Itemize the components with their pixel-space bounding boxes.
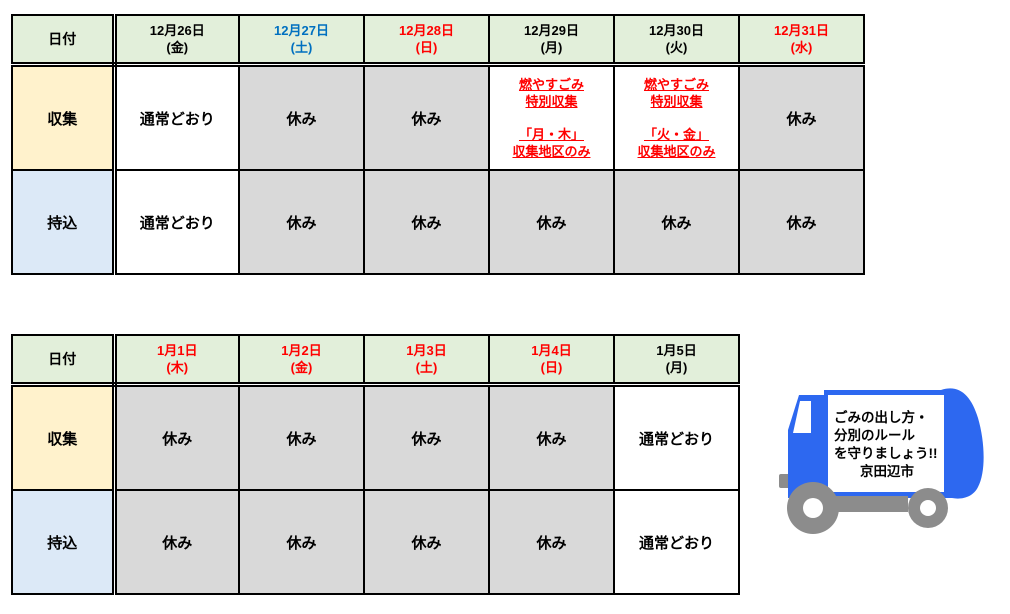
date-header-dec29: 12月29日 (月) xyxy=(488,14,615,67)
date-header-jan3: 1月3日 (土) xyxy=(363,334,490,387)
special-line: 特別収集 xyxy=(525,94,578,109)
weekday-text: (日) xyxy=(540,360,563,375)
garbage-truck-illustration: ごみの出し方・ 分別のルール を守りましょう!! 京田辺市 xyxy=(778,386,990,538)
schedule-cell: 休み xyxy=(113,383,240,491)
dropoff-row: 持込 休み 休み 休み 休み 通常どおり xyxy=(11,489,740,595)
schedule-cell: 通常どおり xyxy=(113,63,240,171)
collection-row-label: 収集 xyxy=(11,63,117,171)
weekday-text: (月) xyxy=(665,360,688,375)
special-collection-cell: 燃やすごみ 特別収集 「月・木」 収集地区のみ xyxy=(488,63,615,171)
special-line: 「火・金」 xyxy=(643,127,709,142)
date-header-dec28: 12月28日 (日) xyxy=(363,14,490,67)
truck-message-city: 京田辺市 xyxy=(860,464,914,479)
truck-message-line: を守りましょう!! xyxy=(834,446,938,461)
date-header-row: 日付 12月26日 (金) 12月27日 (土) 12月28日 (日) 12月29日 (… xyxy=(11,14,865,67)
date-header-dec30: 12月30日 (火) xyxy=(613,14,740,67)
special-line: 燃やすごみ xyxy=(643,77,709,92)
weekday-text: (土) xyxy=(415,360,438,375)
truck-message: ごみの出し方・ 分別のルール を守りましょう!! 京田辺市 xyxy=(834,409,940,481)
collection-row: 収集 通常どおり 休み 休み 燃やすごみ 特別収集 「月・木」 収集地区のみ 燃… xyxy=(11,63,865,171)
schedule-cell: 休み xyxy=(738,63,865,171)
schedule-cell: 通常どおり xyxy=(613,383,740,491)
weekday-text: (金) xyxy=(290,360,313,375)
date-text: 1月4日 xyxy=(531,343,572,358)
schedule-cell: 休み xyxy=(363,63,490,171)
front-wheel-hub xyxy=(803,498,823,518)
weekday-text: (火) xyxy=(665,40,688,55)
special-line: 特別収集 xyxy=(650,94,703,109)
weekday-text: (土) xyxy=(290,40,313,55)
weekday-text: (水) xyxy=(790,40,813,55)
date-text: 12月27日 xyxy=(274,23,329,38)
weekday-text: (木) xyxy=(166,360,189,375)
schedule-cell: 休み xyxy=(488,489,615,595)
truck-panel xyxy=(828,395,944,492)
schedule-cell: 休み xyxy=(738,169,865,275)
date-header-row: 日付 1月1日 (木) 1月2日 (金) 1月3日 (土) 1月4日 (日) 1月5日 (… xyxy=(11,334,740,387)
date-corner-cell: 日付 xyxy=(11,334,117,387)
schedule-cell: 通常どおり xyxy=(113,169,240,275)
date-header-dec31: 12月31日 (水) xyxy=(738,14,865,67)
schedule-cell: 休み xyxy=(238,169,365,275)
date-header-jan4: 1月4日 (日) xyxy=(488,334,615,387)
truck-window xyxy=(793,401,811,433)
dropoff-row-label: 持込 xyxy=(11,489,117,595)
collection-row-label: 収集 xyxy=(11,383,117,491)
schedule-cell: 休み xyxy=(238,63,365,171)
collection-row: 収集 休み 休み 休み 休み 通常どおり xyxy=(11,383,740,491)
date-header-jan1: 1月1日 (木) xyxy=(113,334,240,387)
special-line: 収集地区のみ xyxy=(512,144,591,159)
date-text: 1月3日 xyxy=(406,343,447,358)
schedule-cell: 休み xyxy=(488,383,615,491)
date-text: 12月30日 xyxy=(649,23,704,38)
date-corner-cell: 日付 xyxy=(11,14,117,67)
weekday-text: (日) xyxy=(415,40,438,55)
schedule-cell: 休み xyxy=(363,383,490,491)
schedule-cell: 休み xyxy=(488,169,615,275)
weekday-text: (金) xyxy=(166,40,189,55)
spacer xyxy=(491,110,612,126)
weekday-text: (月) xyxy=(540,40,563,55)
schedule-cell: 休み xyxy=(363,489,490,595)
december-schedule-table: 日付 12月26日 (金) 12月27日 (土) 12月28日 (日) 12月29日 (… xyxy=(11,14,865,275)
dropoff-row-label: 持込 xyxy=(11,169,117,275)
special-collection-cell: 燃やすごみ 特別収集 「火・金」 収集地区のみ xyxy=(613,63,740,171)
spacer xyxy=(616,110,737,126)
special-line: 燃やすごみ xyxy=(518,77,584,92)
garbage-truck-icon xyxy=(779,388,984,534)
january-schedule-table: 日付 1月1日 (木) 1月2日 (金) 1月3日 (土) 1月4日 (日) 1月5日 (… xyxy=(11,334,740,595)
schedule-cell: 通常どおり xyxy=(613,489,740,595)
date-text: 12月26日 xyxy=(149,23,205,38)
date-header-dec27: 12月27日 (土) xyxy=(238,14,365,67)
date-header-dec26: 12月26日 (金) xyxy=(113,14,240,67)
date-text: 12月28日 xyxy=(399,23,454,38)
date-text: 12月29日 xyxy=(524,23,579,38)
schedule-cell: 休み xyxy=(238,489,365,595)
schedule-cell: 休み xyxy=(238,383,365,491)
schedule-cell: 休み xyxy=(363,169,490,275)
rear-wheel-hub xyxy=(920,500,936,516)
schedule-cell: 休み xyxy=(113,489,240,595)
special-line: 「月・木」 xyxy=(518,127,584,142)
truck-underbar xyxy=(830,496,908,512)
special-line: 収集地区のみ xyxy=(637,144,716,159)
schedule-cell: 休み xyxy=(613,169,740,275)
date-text: 1月2日 xyxy=(281,343,322,358)
date-text: 1月5日 xyxy=(656,343,697,358)
truck-message-line: ごみの出し方・ xyxy=(834,410,929,425)
date-text: 1月1日 xyxy=(157,343,198,358)
date-header-jan2: 1月2日 (金) xyxy=(238,334,365,387)
date-text: 12月31日 xyxy=(774,23,829,38)
dropoff-row: 持込 通常どおり 休み 休み 休み 休み 休み xyxy=(11,169,865,275)
truck-message-line: 分別のルール xyxy=(834,428,915,443)
truck-bumper xyxy=(779,474,790,488)
date-header-jan5: 1月5日 (月) xyxy=(613,334,740,387)
